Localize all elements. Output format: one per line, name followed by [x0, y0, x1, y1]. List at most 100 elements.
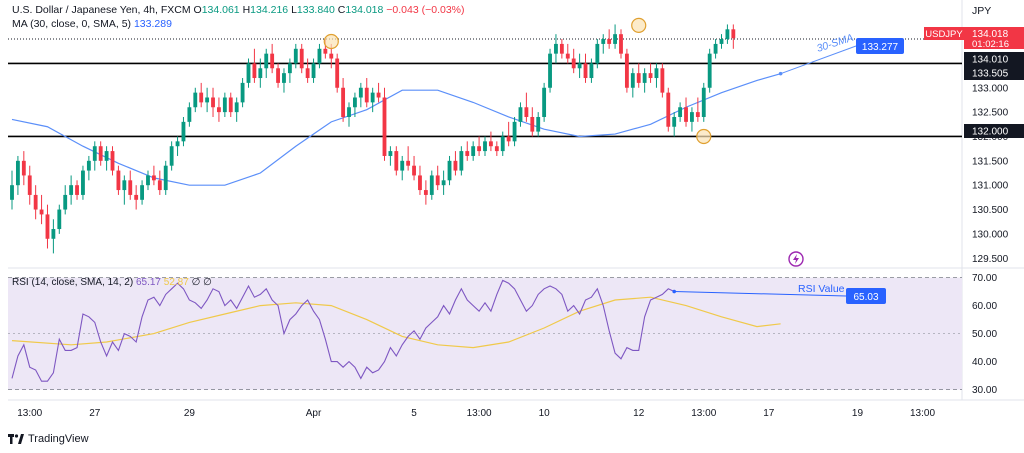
time-tick-label: 13:00 [17, 408, 42, 419]
time-tick-label: 17 [763, 408, 775, 419]
symbol-title: U.S. Dollar / Japanese Yen, 4h, FXCM [12, 4, 191, 16]
price-tick-label: 132.500 [972, 108, 1009, 119]
candle-body [441, 180, 446, 186]
candle-body [181, 121, 186, 142]
candle-body [116, 170, 121, 191]
candle-body [323, 48, 328, 54]
candle-body [329, 53, 334, 59]
candle-body [388, 151, 393, 156]
candle-body [666, 92, 671, 127]
time-tick-label: 27 [89, 408, 101, 419]
candle-body [335, 58, 340, 88]
candle-body [51, 229, 56, 239]
rsi-tick-label: 50.00 [972, 329, 997, 340]
candle-body [146, 175, 150, 186]
ma-legend-label: MA (30, close, 0, SMA, 5) [12, 18, 132, 30]
candle-body [701, 87, 706, 117]
candle-body [382, 97, 387, 156]
rsi-pane: 70.00 60.00 50.00 40.00 30.00 RSI Value 65.03 [8, 273, 997, 396]
candle-body [217, 107, 221, 113]
candle-body [81, 170, 85, 195]
candle-body [447, 160, 452, 181]
level-price-tag-text: 133.505 [972, 69, 1009, 80]
rsi-label-pointer [674, 291, 847, 297]
level-price-tag [964, 124, 1024, 138]
rsi-tick-label: 70.00 [972, 273, 997, 284]
candle-body [45, 214, 50, 239]
candle-body [725, 29, 730, 40]
rsi-sma-legend-value: 52.87 [163, 277, 189, 288]
candle-body [524, 107, 529, 117]
candle-body [695, 112, 700, 117]
candle-body [459, 151, 464, 171]
candle-body [613, 34, 617, 44]
candle-body [619, 34, 623, 54]
candle-body [565, 53, 570, 59]
candle-body [554, 43, 558, 54]
candle-body [488, 141, 493, 147]
candle-body [453, 160, 458, 171]
ma-polyline [11, 73, 781, 186]
candle-body [648, 73, 653, 79]
time-tick-label: 10 [539, 408, 551, 419]
price-tick-label: 131.500 [972, 156, 1009, 167]
tradingview-logo[interactable]: TradingView [8, 433, 89, 445]
candle-body [122, 180, 127, 191]
rsi-value-tag [846, 288, 886, 304]
rsi-legend: RSI (14, close, SMA, 14, 2) 65.17 52.87 … [12, 277, 212, 288]
ma-value-tag [856, 38, 904, 54]
open-value: 134.061 [201, 4, 240, 16]
candle-body [211, 97, 215, 108]
candle-body [270, 53, 275, 69]
close-value: 134.018 [345, 4, 384, 16]
candle-body [10, 185, 14, 200]
time-tick-label: 5 [411, 408, 417, 419]
tradingview-logo-text: TradingView [28, 433, 89, 445]
level-price-tag-text: 134.010 [972, 55, 1009, 66]
rsi-legend-extra-2: ∅ [203, 277, 212, 288]
candle-body [341, 87, 346, 117]
candle-body [370, 92, 375, 103]
time-tick-label: 12 [633, 408, 645, 419]
price-tick-label: 133.000 [972, 83, 1009, 94]
candle-body [98, 146, 103, 161]
candle-body [86, 160, 91, 171]
candle-body [258, 68, 263, 79]
bar-countdown: 01:02:16 [972, 39, 1009, 50]
chart-legend-ma: MA (30, close, 0, SMA, 5) 133.289 [12, 18, 172, 30]
rsi-tick-label: 30.00 [972, 385, 997, 396]
candle-body [317, 48, 322, 64]
candle-body [151, 175, 156, 181]
candle-body [134, 194, 139, 200]
candle-body [252, 63, 257, 79]
candle-body [39, 209, 44, 215]
candle-body [601, 39, 606, 44]
candle-body [222, 97, 227, 113]
candle-body [719, 39, 724, 44]
candle-body [660, 68, 665, 93]
symbol-price-tag-text: USDJPY [925, 29, 963, 40]
candle-body [163, 165, 168, 191]
candle-body [642, 73, 647, 83]
price-tick-label: 130.000 [972, 229, 1009, 240]
candle-body [193, 92, 198, 108]
candle-body [418, 175, 422, 191]
candle-body [264, 53, 269, 69]
candle-body [347, 107, 351, 117]
candle-body [465, 151, 470, 156]
rsi-tick-label: 40.00 [972, 357, 997, 368]
rsi-tick-label: 60.00 [972, 301, 997, 312]
candle-body [353, 97, 357, 108]
candle-body [559, 43, 564, 54]
time-tick-label: 13:00 [467, 408, 492, 419]
candle-body [228, 97, 233, 113]
event-icon [788, 251, 804, 267]
candle-body [636, 73, 641, 83]
candle-body [104, 151, 109, 161]
candle-body [157, 180, 162, 191]
candle-body [75, 185, 79, 195]
candle-body [477, 146, 482, 152]
candle-body [110, 151, 115, 171]
candle-body [412, 165, 416, 176]
